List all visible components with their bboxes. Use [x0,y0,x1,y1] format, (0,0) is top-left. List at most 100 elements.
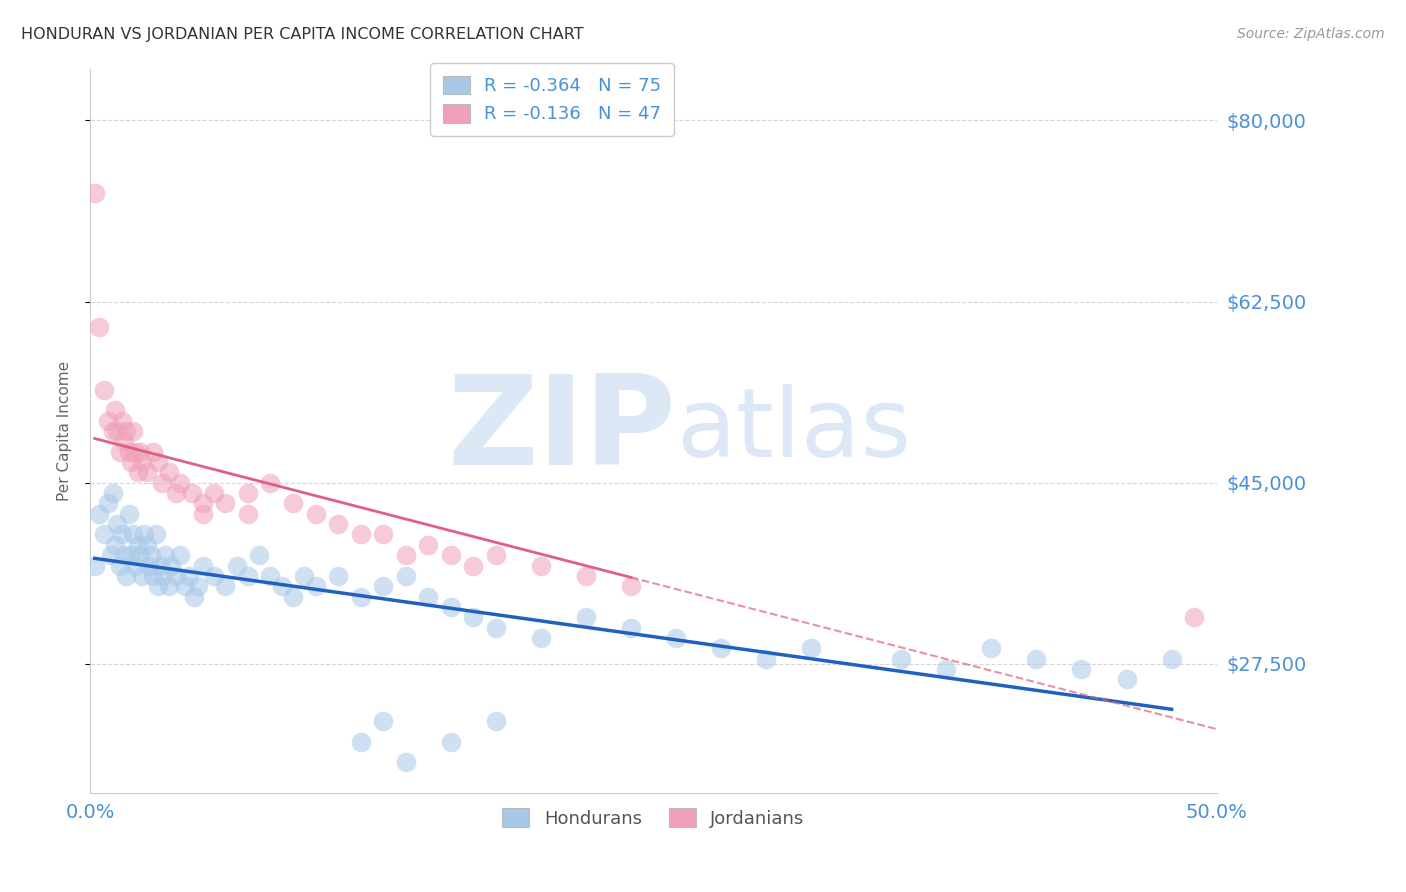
Point [371,579,394,593]
Point [665,631,688,645]
Point [104,403,127,417]
Point [108,444,131,458]
Point [127,538,149,552]
Point [202,569,225,583]
Point [326,517,349,532]
Point [214,579,236,593]
Point [800,641,823,656]
Point [135,538,157,552]
Point [117,444,139,458]
Point [120,455,142,469]
Point [191,496,214,510]
Point [395,569,418,583]
Point [292,569,315,583]
Point [112,434,135,449]
Point [142,569,165,583]
Point [371,714,394,728]
Point [120,548,142,562]
Point [122,527,145,541]
Point [180,486,202,500]
Point [169,475,191,490]
Point [135,466,157,480]
Point [97,414,120,428]
Point [146,455,169,469]
Point [146,579,169,593]
Point [111,527,134,541]
Point [165,486,187,500]
Text: Source: ZipAtlas.com: Source: ZipAtlas.com [1237,27,1385,41]
Point [530,631,553,645]
Point [124,444,146,458]
Point [463,558,485,573]
Point [191,558,214,573]
Point [530,558,553,573]
Point [157,579,180,593]
Point [270,579,292,593]
Point [89,507,111,521]
Point [111,414,134,428]
Point [395,548,418,562]
Point [127,466,149,480]
Point [100,548,122,562]
Point [112,548,135,562]
Point [131,569,153,583]
Point [122,424,145,438]
Point [128,444,150,458]
Point [93,527,115,541]
Point [440,734,463,748]
Point [101,486,124,500]
Point [128,548,150,562]
Point [139,548,162,562]
Point [349,527,371,541]
Point [247,548,270,562]
Point [108,558,131,573]
Point [179,569,201,583]
Point [440,548,463,562]
Point [138,558,160,573]
Point [169,548,191,562]
Point [620,621,643,635]
Point [131,455,153,469]
Point [349,590,371,604]
Point [83,558,105,573]
Point [157,466,180,480]
Point [755,651,778,665]
Point [236,507,259,521]
Point [160,558,183,573]
Point [259,475,281,490]
Point [202,486,225,500]
Point [225,558,247,573]
Point [575,610,598,624]
Point [214,496,236,510]
Legend: Hondurans, Jordanians: Hondurans, Jordanians [495,801,811,835]
Point [105,424,128,438]
Point [105,517,128,532]
Point [150,569,173,583]
Point [281,590,304,604]
Point [418,590,440,604]
Point [575,569,598,583]
Point [620,579,643,593]
Point [281,496,304,510]
Point [485,548,508,562]
Point [485,621,508,635]
Point [124,558,146,573]
Point [463,610,485,624]
Point [93,383,115,397]
Point [485,714,508,728]
Point [89,320,111,334]
Point [153,548,176,562]
Point [259,569,281,583]
Point [117,507,139,521]
Point [1070,662,1092,676]
Point [1182,610,1205,624]
Point [1025,651,1047,665]
Point [440,599,463,614]
Point [304,507,326,521]
Text: HONDURAN VS JORDANIAN PER CAPITA INCOME CORRELATION CHART: HONDURAN VS JORDANIAN PER CAPITA INCOME … [21,27,583,42]
Point [890,651,912,665]
Text: ZIP: ZIP [447,370,676,491]
Point [710,641,733,656]
Y-axis label: Per Capita Income: Per Capita Income [58,361,72,501]
Point [115,424,138,438]
